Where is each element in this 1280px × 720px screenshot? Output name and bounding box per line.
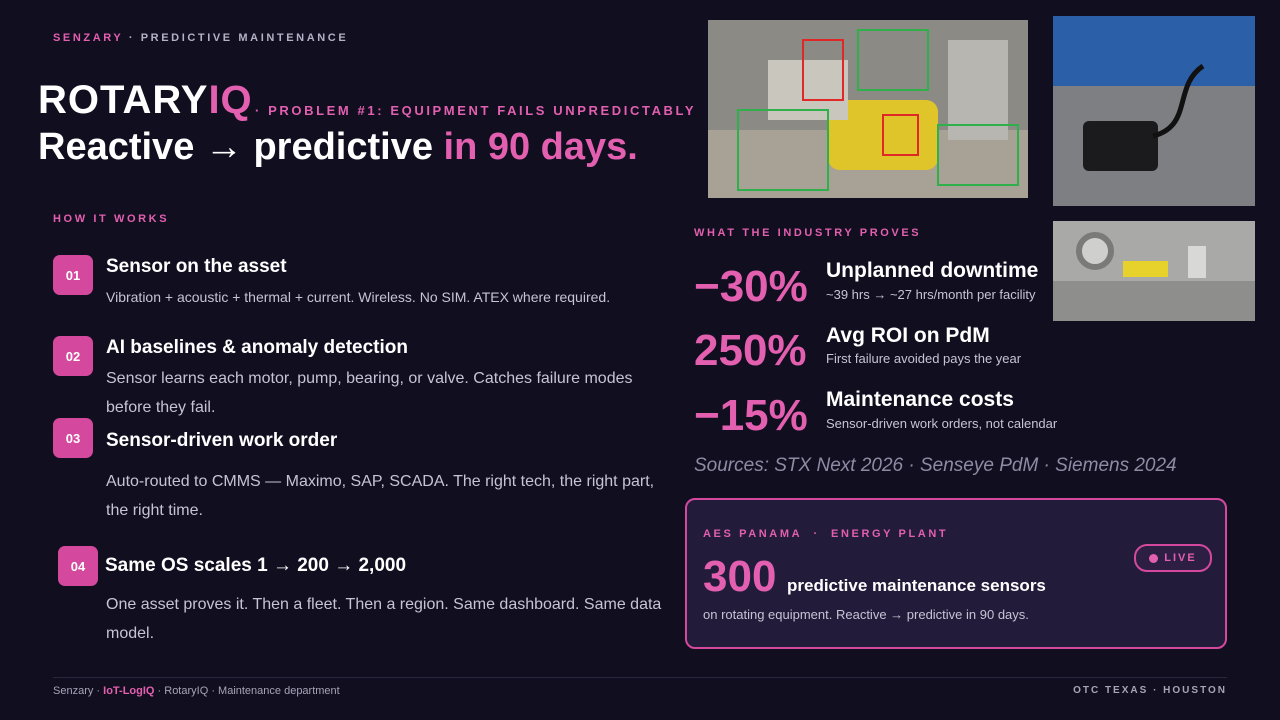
step-description: Sensor learns each motor, pump, bearing,… bbox=[106, 370, 633, 416]
stat-label: Unplanned downtime bbox=[826, 259, 1039, 282]
title: ROTARYIQ bbox=[38, 78, 253, 123]
stat-detail: ~39 hrs → ~27 hrs/month per facility bbox=[826, 287, 1036, 302]
case-site: ENERGY PLANT bbox=[831, 528, 949, 540]
stat-detail: First failure avoided pays the year bbox=[826, 351, 1022, 366]
title-accent: IQ bbox=[208, 78, 253, 122]
stat-value: −15% bbox=[694, 391, 808, 440]
photo-art bbox=[1053, 221, 1255, 321]
eyebrow-text: · PREDICTIVE MAINTENANCE bbox=[128, 32, 349, 44]
stat-label: Avg ROI on PdM bbox=[826, 324, 990, 347]
case-card bbox=[685, 498, 1227, 649]
case-client: AES PANAMA bbox=[703, 528, 803, 540]
section-heading: WHAT THE INDUSTRY PROVES bbox=[694, 227, 922, 239]
photo-sensor bbox=[1053, 16, 1255, 206]
case-separator: · bbox=[813, 528, 820, 540]
sources: Sources: STX Next 2026 · Senseye PdM · S… bbox=[694, 455, 1177, 476]
stat-label: Maintenance costs bbox=[826, 388, 1014, 411]
live-text: LIVE bbox=[1164, 552, 1197, 564]
problem: · PROBLEM #1: EQUIPMENT FAILS UNPREDICTA… bbox=[255, 103, 697, 118]
title-main: ROTARY bbox=[38, 78, 209, 122]
case-detail: on rotating equipment. Reactive → predic… bbox=[703, 607, 1029, 622]
stat-detail: Sensor-driven work orders, not calendar bbox=[826, 416, 1058, 431]
step-description: Vibration + acoustic + thermal + current… bbox=[106, 289, 611, 305]
footer-left: Senzary · IoT-LogIQ · RotaryIQ · Mainten… bbox=[53, 685, 340, 697]
photo-motor bbox=[708, 20, 1028, 198]
photo-art bbox=[1053, 16, 1255, 206]
live-dot bbox=[1149, 553, 1159, 563]
stat-value: −30% bbox=[694, 262, 808, 311]
headline-accent: in 90 days. bbox=[443, 126, 638, 168]
photo-art bbox=[708, 20, 1028, 198]
stat-value: 250% bbox=[694, 326, 807, 375]
step-description: Auto-routed to CMMS — Maximo, SAP, SCADA… bbox=[106, 473, 655, 519]
step-title: Sensor-driven work order bbox=[106, 430, 338, 451]
case-count: 300 bbox=[703, 552, 777, 601]
step-badge: 03 bbox=[53, 418, 93, 458]
headline-main: Reactive → predictive bbox=[38, 126, 433, 168]
step-badge: 04 bbox=[58, 546, 98, 586]
step-badge: 01 bbox=[53, 255, 93, 295]
footer-right: OTC TEXAS · HOUSTON bbox=[1073, 685, 1227, 696]
footer-rule bbox=[53, 677, 1227, 678]
step-title: Same OS scales 1 → 200 → 2,000 bbox=[105, 555, 407, 576]
headline: Reactive → predictive in 90 days. bbox=[38, 126, 638, 169]
footer-accent: IoT-LogIQ bbox=[103, 685, 155, 697]
eyebrow: SENZARY · PREDICTIVE MAINTENANCE bbox=[53, 32, 348, 44]
photo-install bbox=[1053, 221, 1255, 321]
footer-text: Senzary · bbox=[53, 685, 101, 697]
case-count-label: predictive maintenance sensors bbox=[787, 576, 1046, 595]
case-eyebrow: AES PANAMA · ENERGY PLANT bbox=[703, 528, 948, 540]
brand: SENZARY bbox=[53, 32, 124, 44]
step-description: One asset proves it. Then a fleet. Then … bbox=[106, 596, 662, 642]
live-pill: LIVE bbox=[1134, 544, 1212, 572]
step-title: Sensor on the asset bbox=[106, 256, 287, 277]
footer-text: · RotaryIQ · Maintenance department bbox=[157, 685, 340, 697]
section-heading: HOW IT WORKS bbox=[53, 213, 170, 225]
step-title: AI baselines & anomaly detection bbox=[106, 337, 408, 358]
step-badge: 02 bbox=[53, 336, 93, 376]
